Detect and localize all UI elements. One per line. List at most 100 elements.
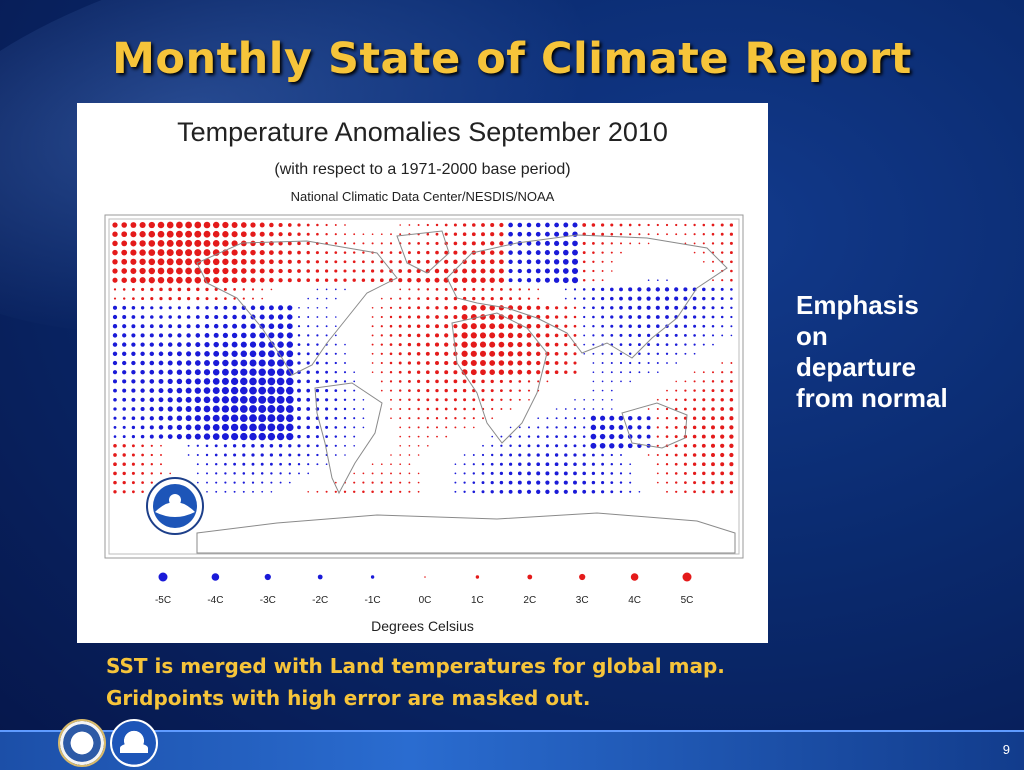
cold-anomaly-dot xyxy=(545,222,550,228)
cold-anomaly-dot xyxy=(149,416,154,421)
warm-anomaly-dot xyxy=(434,351,440,356)
warm-anomaly-dot xyxy=(656,398,659,401)
cold-anomaly-dot xyxy=(610,371,613,374)
cold-anomaly-dot xyxy=(221,387,229,395)
cold-anomaly-dot xyxy=(343,398,347,401)
cold-anomaly-dot xyxy=(553,249,560,256)
warm-anomaly-dot xyxy=(729,389,733,393)
warm-anomaly-dot xyxy=(324,278,329,282)
warm-anomaly-dot xyxy=(729,398,734,402)
cold-anomaly-dot xyxy=(297,334,301,337)
cold-anomaly-dot xyxy=(278,444,283,448)
cold-anomaly-dot xyxy=(546,426,549,429)
warm-anomaly-dot xyxy=(121,240,128,247)
warm-anomaly-dot xyxy=(231,222,238,228)
legend-dot xyxy=(475,575,480,579)
cold-anomaly-dot xyxy=(239,386,248,395)
cold-anomaly-dot xyxy=(563,489,568,494)
warm-anomaly-dot xyxy=(702,471,706,476)
warm-anomaly-dot xyxy=(592,251,595,254)
warm-anomaly-dot xyxy=(517,314,523,320)
footer-line: Gridpoints with high error are masked ou… xyxy=(106,686,591,710)
legend-dot xyxy=(158,572,168,582)
warm-anomaly-dot xyxy=(665,223,669,227)
cold-anomaly-dot xyxy=(204,351,210,357)
warm-anomaly-dot xyxy=(380,334,383,337)
cold-anomaly-dot xyxy=(285,405,294,413)
cold-anomaly-dot xyxy=(168,315,172,319)
warm-anomaly-dot xyxy=(730,278,733,282)
cold-anomaly-dot xyxy=(205,453,209,457)
cold-anomaly-dot xyxy=(206,490,208,493)
cold-anomaly-dot xyxy=(564,426,567,429)
warm-anomaly-dot xyxy=(453,379,458,384)
cold-anomaly-dot xyxy=(205,444,209,448)
cold-anomaly-dot xyxy=(176,397,183,403)
cold-anomaly-dot xyxy=(185,369,192,376)
cold-anomaly-dot xyxy=(249,386,257,395)
cold-anomaly-dot xyxy=(131,324,136,329)
cold-anomaly-dot xyxy=(693,343,696,346)
cold-anomaly-dot xyxy=(655,296,660,301)
warm-anomaly-dot xyxy=(399,435,402,438)
warm-anomaly-dot xyxy=(213,277,220,284)
warm-anomaly-dot xyxy=(417,481,420,484)
warm-anomaly-dot xyxy=(408,297,411,300)
warm-anomaly-dot xyxy=(425,268,430,274)
warm-anomaly-dot xyxy=(554,351,559,356)
cold-anomaly-dot xyxy=(131,342,136,347)
warm-anomaly-dot xyxy=(656,453,659,457)
warm-anomaly-dot xyxy=(150,481,153,484)
warm-anomaly-dot xyxy=(399,444,402,447)
warm-anomaly-dot xyxy=(490,222,495,228)
warm-anomaly-dot xyxy=(399,472,402,475)
cold-anomaly-dot xyxy=(230,423,239,432)
warm-anomaly-dot xyxy=(380,361,383,365)
anomaly-map: -5C -4C -3C -2C -1C 0C 1C 2C 3C 4C 5C xyxy=(104,214,744,606)
cold-anomaly-dot xyxy=(571,277,579,284)
warm-anomaly-dot xyxy=(270,288,273,291)
cold-anomaly-dot xyxy=(481,481,485,485)
cold-anomaly-dot xyxy=(297,397,301,402)
cold-anomaly-dot xyxy=(526,489,532,494)
warm-anomaly-dot xyxy=(702,407,706,411)
warm-anomaly-dot xyxy=(287,232,292,237)
warm-anomaly-dot xyxy=(325,260,329,264)
cold-anomaly-dot xyxy=(592,324,595,328)
cold-anomaly-dot xyxy=(158,425,164,430)
warm-anomaly-dot xyxy=(250,268,256,274)
warm-anomaly-dot xyxy=(408,389,411,392)
warm-anomaly-dot xyxy=(573,306,577,309)
legend-dot xyxy=(317,574,323,580)
warm-anomaly-dot xyxy=(692,416,697,420)
warm-anomaly-dot xyxy=(122,453,126,457)
eurasia-outline xyxy=(446,234,728,359)
cold-anomaly-dot xyxy=(259,305,265,311)
cold-anomaly-dot xyxy=(610,296,614,301)
cold-anomaly-dot xyxy=(583,398,586,401)
warm-anomaly-dot xyxy=(353,472,356,475)
warm-anomaly-dot xyxy=(139,267,146,275)
warm-anomaly-dot xyxy=(592,242,595,245)
warm-anomaly-dot xyxy=(334,242,337,245)
warm-anomaly-dot xyxy=(674,425,678,429)
warm-anomaly-dot xyxy=(250,277,256,283)
cold-anomaly-dot xyxy=(268,350,275,358)
cold-anomaly-dot xyxy=(553,259,560,265)
warm-anomaly-dot xyxy=(426,435,429,438)
cold-anomaly-dot xyxy=(203,378,211,385)
cold-anomaly-dot xyxy=(454,481,457,484)
warm-anomaly-dot xyxy=(425,361,430,365)
warm-anomaly-dot xyxy=(461,332,468,339)
cold-anomaly-dot xyxy=(601,389,604,392)
cold-anomaly-dot xyxy=(599,442,606,449)
warm-anomaly-dot xyxy=(536,333,541,338)
legend-label: -1C xyxy=(365,595,381,606)
cold-anomaly-dot xyxy=(307,306,310,309)
cold-anomaly-dot xyxy=(334,380,338,383)
cold-anomaly-dot xyxy=(268,323,275,330)
cold-anomaly-dot xyxy=(159,324,163,329)
cold-anomaly-dot xyxy=(325,425,329,429)
warm-anomaly-dot xyxy=(416,333,421,338)
warm-anomaly-dot xyxy=(675,398,678,401)
